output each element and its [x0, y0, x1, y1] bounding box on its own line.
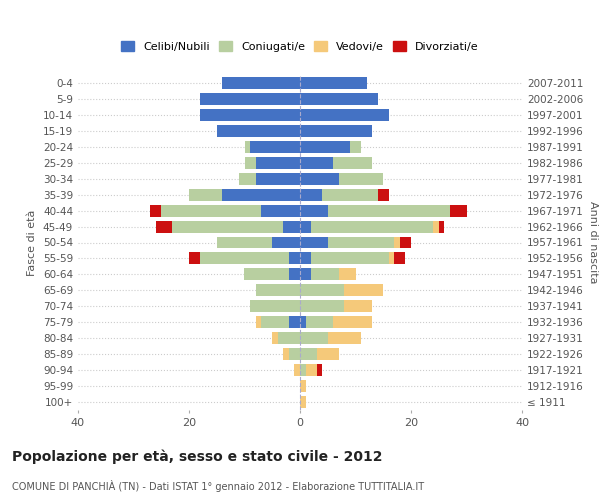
- Bar: [300, 348, 317, 360]
- Bar: [300, 125, 372, 137]
- Bar: [328, 236, 394, 248]
- Bar: [300, 396, 305, 408]
- Bar: [300, 172, 339, 184]
- Bar: [256, 157, 300, 168]
- Bar: [334, 157, 372, 168]
- Bar: [300, 364, 305, 376]
- Bar: [289, 316, 300, 328]
- Bar: [300, 380, 305, 392]
- Bar: [189, 188, 222, 200]
- Bar: [161, 204, 261, 216]
- Bar: [250, 141, 300, 153]
- Bar: [378, 188, 389, 200]
- Bar: [300, 316, 305, 328]
- Bar: [450, 204, 467, 216]
- Bar: [300, 93, 378, 105]
- Y-axis label: Anni di nascita: Anni di nascita: [587, 201, 598, 284]
- Bar: [389, 252, 394, 264]
- Bar: [317, 348, 339, 360]
- Bar: [261, 204, 300, 216]
- Bar: [261, 316, 289, 328]
- Bar: [300, 77, 367, 89]
- Bar: [300, 284, 344, 296]
- Bar: [256, 172, 300, 184]
- Bar: [311, 268, 339, 280]
- Bar: [256, 316, 261, 328]
- Bar: [300, 300, 344, 312]
- Bar: [394, 236, 400, 248]
- Bar: [400, 236, 411, 248]
- Bar: [350, 141, 361, 153]
- Bar: [439, 220, 444, 232]
- Bar: [300, 332, 328, 344]
- Bar: [300, 236, 328, 248]
- Bar: [217, 125, 300, 137]
- Bar: [200, 93, 300, 105]
- Bar: [300, 109, 389, 121]
- Bar: [300, 204, 328, 216]
- Bar: [200, 252, 289, 264]
- Bar: [272, 332, 278, 344]
- Bar: [272, 236, 300, 248]
- Legend: Celibi/Nubili, Coniugati/e, Vedovi/e, Divorziati/e: Celibi/Nubili, Coniugati/e, Vedovi/e, Di…: [117, 37, 483, 56]
- Bar: [295, 364, 300, 376]
- Text: Popolazione per età, sesso e stato civile - 2012: Popolazione per età, sesso e stato civil…: [12, 450, 383, 464]
- Bar: [394, 252, 406, 264]
- Bar: [322, 188, 378, 200]
- Bar: [172, 220, 283, 232]
- Bar: [217, 236, 272, 248]
- Bar: [300, 188, 322, 200]
- Bar: [300, 157, 334, 168]
- Bar: [339, 172, 383, 184]
- Bar: [289, 252, 300, 264]
- Y-axis label: Fasce di età: Fasce di età: [28, 210, 37, 276]
- Bar: [239, 172, 256, 184]
- Bar: [150, 204, 161, 216]
- Bar: [289, 268, 300, 280]
- Bar: [317, 364, 322, 376]
- Bar: [311, 220, 433, 232]
- Bar: [222, 77, 300, 89]
- Bar: [289, 348, 300, 360]
- Bar: [278, 332, 300, 344]
- Bar: [311, 252, 389, 264]
- Bar: [245, 268, 289, 280]
- Text: COMUNE DI PANCHIÀ (TN) - Dati ISTAT 1° gennaio 2012 - Elaborazione TUTTITALIA.IT: COMUNE DI PANCHIÀ (TN) - Dati ISTAT 1° g…: [12, 480, 424, 492]
- Bar: [300, 252, 311, 264]
- Bar: [300, 220, 311, 232]
- Bar: [189, 252, 200, 264]
- Bar: [222, 188, 300, 200]
- Bar: [283, 348, 289, 360]
- Bar: [155, 220, 172, 232]
- Bar: [339, 268, 355, 280]
- Bar: [300, 141, 350, 153]
- Bar: [300, 268, 311, 280]
- Bar: [200, 109, 300, 121]
- Bar: [344, 300, 372, 312]
- Bar: [305, 316, 334, 328]
- Bar: [328, 204, 450, 216]
- Bar: [344, 284, 383, 296]
- Bar: [283, 220, 300, 232]
- Bar: [305, 364, 317, 376]
- Bar: [245, 141, 250, 153]
- Bar: [245, 157, 256, 168]
- Bar: [256, 284, 300, 296]
- Bar: [433, 220, 439, 232]
- Bar: [328, 332, 361, 344]
- Bar: [250, 300, 300, 312]
- Bar: [334, 316, 372, 328]
